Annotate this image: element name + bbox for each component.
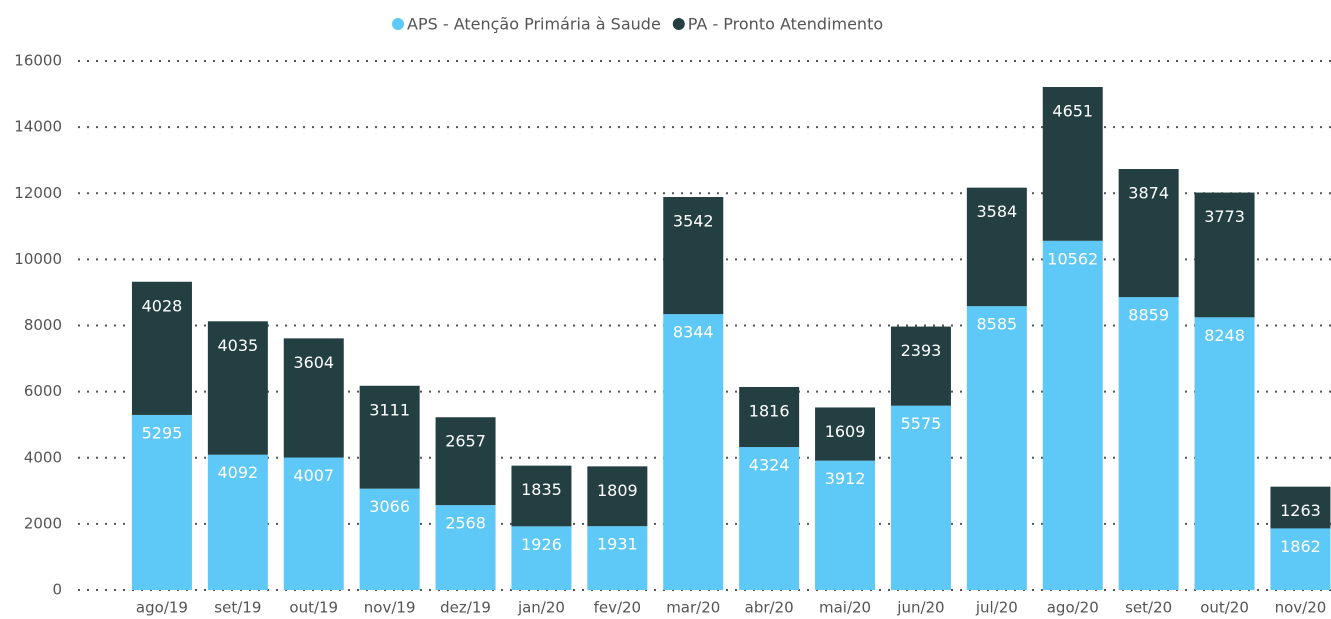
data-label: 1809 (597, 481, 638, 500)
data-label: 3874 (1128, 184, 1169, 203)
bar-segment (435, 505, 496, 590)
bar-segment (587, 466, 648, 527)
data-label: 3773 (1204, 207, 1245, 226)
x-tick-label: set/19 (214, 599, 261, 617)
bar-segment (359, 385, 420, 489)
bar-segment (815, 407, 876, 461)
x-tick-label: fev/20 (594, 599, 642, 617)
bar-segment (1194, 317, 1255, 590)
bar-segment (966, 306, 1027, 590)
data-label: 2568 (445, 514, 486, 533)
y-tick-label: 16000 (14, 52, 62, 70)
legend-label: PA - Pronto Atendimento (688, 15, 883, 34)
bar-segment (1118, 297, 1179, 590)
data-label: 3066 (369, 497, 410, 516)
data-label: 4651 (1052, 102, 1093, 121)
data-label: 1835 (521, 480, 562, 499)
bar-segment (739, 386, 800, 448)
data-label: 3912 (825, 469, 866, 488)
data-label: 8344 (673, 323, 714, 342)
x-tick-label: abr/20 (745, 599, 794, 617)
data-label: 4092 (217, 463, 258, 482)
legend-marker (392, 18, 404, 30)
x-tick-label: mar/20 (666, 599, 720, 617)
x-tick-label: out/20 (1200, 599, 1249, 617)
bar-segment (511, 526, 572, 590)
bar-segment (1118, 169, 1179, 298)
data-label: 4324 (749, 456, 790, 475)
x-tick-label: jul/20 (975, 599, 1018, 617)
bar-segment (1042, 87, 1103, 241)
y-tick-label: 10000 (14, 250, 62, 268)
bar-segment (131, 281, 192, 415)
y-tick-label: 0 (52, 581, 62, 599)
data-label: 2393 (901, 341, 942, 360)
bar-segment (1270, 528, 1331, 590)
data-label: 4028 (142, 296, 183, 315)
y-tick-label: 14000 (14, 118, 62, 136)
data-label: 1862 (1280, 537, 1321, 556)
bar-segment (890, 405, 951, 590)
bar-segment (739, 447, 800, 590)
data-label: 2657 (445, 432, 486, 451)
bar-segment (1042, 240, 1103, 590)
bar-segment (283, 338, 344, 458)
bar-segment (131, 414, 192, 590)
y-tick-label: 8000 (24, 316, 62, 334)
data-label: 1816 (749, 401, 790, 420)
legend-marker (672, 18, 685, 30)
data-label: 4035 (217, 336, 258, 355)
bar-segment (890, 326, 951, 406)
bar-segment (663, 314, 724, 590)
bar-segment (207, 454, 268, 590)
data-label: 1263 (1280, 501, 1321, 520)
bar-segment (283, 457, 344, 590)
bar-segment (511, 465, 572, 527)
x-tick-label: nov/20 (1275, 599, 1327, 617)
y-tick-label: 4000 (24, 448, 62, 466)
data-label: 8859 (1128, 306, 1169, 325)
data-label: 4007 (293, 466, 334, 485)
data-label: 3584 (976, 202, 1017, 221)
data-label: 1926 (521, 535, 562, 554)
y-tick-label: 6000 (24, 382, 62, 400)
x-tick-label: set/20 (1125, 599, 1172, 617)
bar-segment (587, 526, 648, 590)
bar-segment (663, 197, 724, 315)
data-label: 3111 (369, 400, 410, 419)
data-label: 3604 (293, 353, 334, 372)
data-label: 1609 (825, 422, 866, 441)
y-tick-label: 2000 (24, 514, 62, 532)
y-tick-label: 12000 (14, 184, 62, 202)
data-label: 1931 (597, 535, 638, 554)
bar-segment (1194, 192, 1255, 318)
bar-segment (207, 321, 268, 455)
x-tick-label: ago/19 (136, 599, 188, 617)
x-tick-label: nov/19 (364, 599, 416, 617)
x-tick-label: jun/20 (896, 599, 944, 617)
x-tick-label: jan/20 (517, 599, 565, 617)
bar-segment (359, 488, 420, 590)
data-label: 8248 (1204, 326, 1245, 345)
data-label: 3542 (673, 212, 714, 231)
x-tick-label: ago/20 (1047, 599, 1099, 617)
x-tick-label: out/19 (289, 599, 338, 617)
data-label: 5575 (901, 414, 942, 433)
legend-label: APS - Atenção Primária à Saude (407, 15, 661, 34)
x-tick-label: dez/19 (440, 599, 491, 617)
bar-segment (435, 417, 496, 506)
x-tick-label: mai/20 (819, 599, 871, 617)
bar-segment (815, 460, 876, 590)
bar-segment (1270, 486, 1331, 529)
bar-segment (966, 187, 1027, 307)
data-label: 8585 (976, 315, 1017, 334)
data-label: 10562 (1047, 249, 1098, 268)
data-label: 5295 (142, 423, 183, 442)
